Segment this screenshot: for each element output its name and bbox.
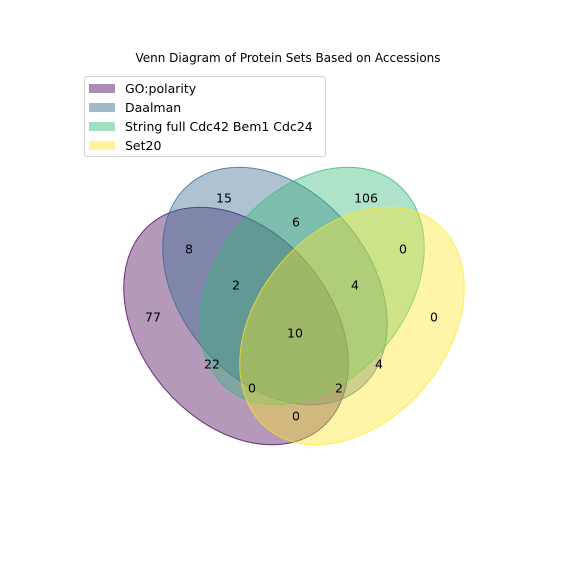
region-go-set20: 0: [292, 409, 300, 424]
region-all-four: 10: [287, 326, 303, 341]
legend-swatch-go-polarity: [89, 83, 115, 93]
region-set20-only: 0: [430, 310, 438, 325]
region-daalman-string-set20: 4: [351, 278, 359, 293]
region-go-only: 77: [145, 310, 161, 325]
legend: GO:polarity Daalman String full Cdc42 Be…: [84, 76, 326, 157]
legend-label-daalman: Daalman: [125, 99, 182, 115]
region-go-daalman: 8: [185, 242, 193, 257]
set20-ellipse: [239, 206, 465, 446]
region-go-string: 22: [204, 357, 220, 372]
legend-label-set20: Set20: [125, 137, 162, 153]
region-go-daalman-set20: 2: [335, 381, 343, 396]
chart-title: Venn Diagram of Protein Sets Based on Ac…: [135, 51, 441, 65]
region-string-only: 106: [354, 191, 378, 206]
legend-item-go-polarity: GO:polarity: [89, 80, 196, 96]
region-go-string-set20: 0: [248, 381, 256, 396]
legend-swatch-daalman: [89, 102, 115, 112]
string-ellipse: [199, 166, 425, 406]
legend-swatch-string: [89, 121, 115, 131]
legend-item-daalman: Daalman: [89, 99, 181, 115]
legend-item-string: String full Cdc42 Bem1 Cdc24: [89, 118, 313, 134]
region-daalman-string: 6: [292, 215, 300, 230]
region-go-daalman-string: 2: [232, 278, 240, 293]
legend-swatch-set20: [89, 140, 115, 150]
legend-label-string: String full Cdc42 Bem1 Cdc24: [125, 118, 313, 134]
legend-item-set20: Set20: [89, 137, 161, 153]
region-daalman-only: 15: [216, 191, 232, 206]
legend-label-go-polarity: GO:polarity: [125, 80, 197, 96]
region-string-set20: 0: [399, 242, 407, 257]
region-daalman-set20: 4: [375, 357, 383, 372]
go-polarity-ellipse: [123, 206, 349, 446]
